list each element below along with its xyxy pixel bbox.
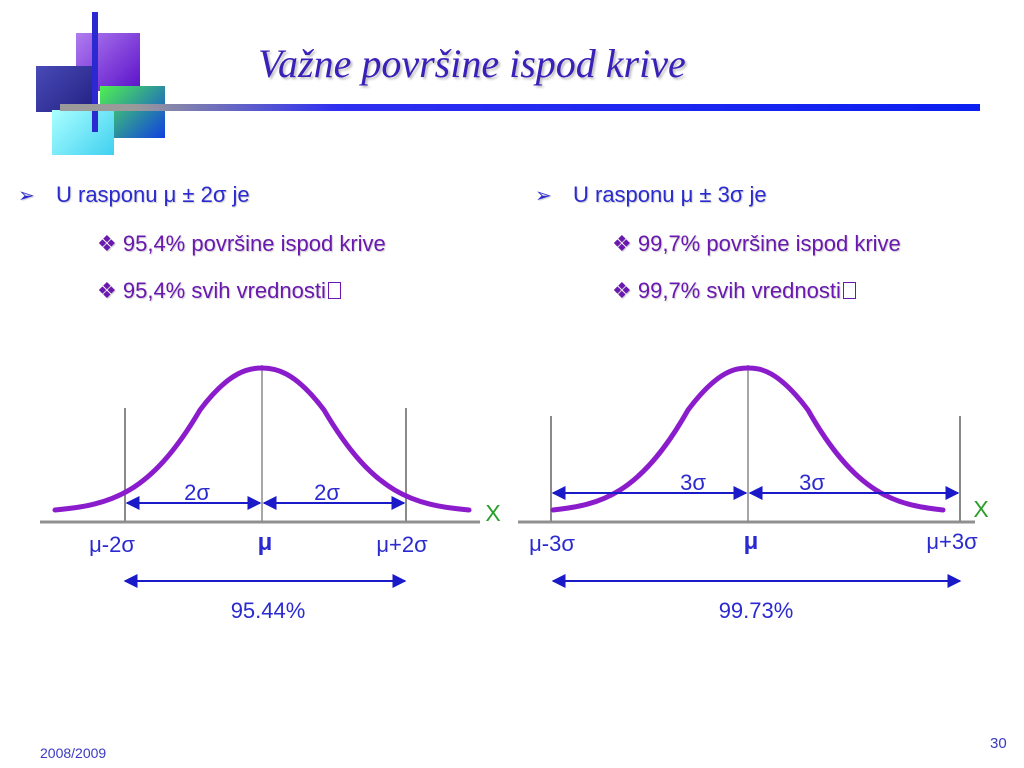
- decor-bar-vertical: [92, 12, 98, 132]
- left-item-2-text: 95,4% svih vrednosti: [122, 278, 326, 303]
- normal-curve: [52, 365, 472, 513]
- span-right-label: 3σ: [799, 470, 825, 495]
- right-item-1-text: 99,7% površine ispod krive: [637, 231, 901, 256]
- left-heading-text: U rasponu μ ± 2σ je: [56, 182, 250, 207]
- arrow-bullet-icon: ➢: [535, 185, 552, 207]
- missing-glyph-icon: [327, 282, 341, 299]
- page-number: 30: [990, 735, 1007, 752]
- right-item-2-text: 99,7% svih vrednosti: [637, 278, 841, 303]
- title-underline: [60, 104, 980, 111]
- span-right-label: 2σ: [314, 480, 340, 505]
- mean-label: μ: [744, 528, 759, 555]
- right-heading: ➢ U rasponu μ ± 3σ je: [535, 182, 767, 208]
- right-heading-text: U rasponu μ ± 3σ je: [573, 182, 767, 207]
- right-item-2: ❖ 99,7% svih vrednosti: [612, 278, 856, 304]
- diamond-bullet-icon: ❖: [97, 278, 117, 303]
- x-axis-label: X: [485, 500, 500, 526]
- diamond-bullet-icon: ❖: [612, 231, 632, 256]
- diagram-2-sigma: 2σ 2σ X μ-2σ μ μ+2σ 95.44%: [40, 365, 501, 623]
- diamond-bullet-icon: ❖: [97, 231, 117, 256]
- left-item-1: ❖ 95,4% površine ispod krive: [97, 231, 386, 257]
- left-bound-label: μ-2σ: [89, 532, 135, 557]
- right-bound-label: μ+3σ: [926, 529, 978, 554]
- arrow-bullet-icon: ➢: [18, 185, 35, 207]
- span-left-label: 2σ: [184, 480, 210, 505]
- footer-date: 2008/2009: [40, 745, 107, 761]
- mean-label: μ: [258, 529, 273, 556]
- x-axis-label: X: [973, 496, 988, 522]
- left-heading: ➢ U rasponu μ ± 2σ je: [18, 182, 250, 208]
- left-item-2: ❖ 95,4% svih vrednosti: [97, 278, 341, 304]
- percent-label: 99.73%: [719, 598, 794, 623]
- left-item-1-text: 95,4% površine ispod krive: [122, 231, 386, 256]
- left-bound-label: μ-3σ: [529, 531, 575, 556]
- decor-square-cyan: [52, 110, 114, 155]
- diamond-bullet-icon: ❖: [612, 278, 632, 303]
- normal-curve: [550, 365, 946, 513]
- slide-title: Važne površine ispod krive: [258, 41, 686, 86]
- right-item-1: ❖ 99,7% površine ispod krive: [612, 231, 901, 257]
- right-bound-label: μ+2σ: [376, 532, 428, 557]
- percent-label: 95.44%: [231, 598, 306, 623]
- missing-glyph-icon: [842, 282, 856, 299]
- diagram-3-sigma: 3σ 3σ X μ-3σ μ μ+3σ 99.73%: [518, 365, 989, 623]
- span-left-label: 3σ: [680, 470, 706, 495]
